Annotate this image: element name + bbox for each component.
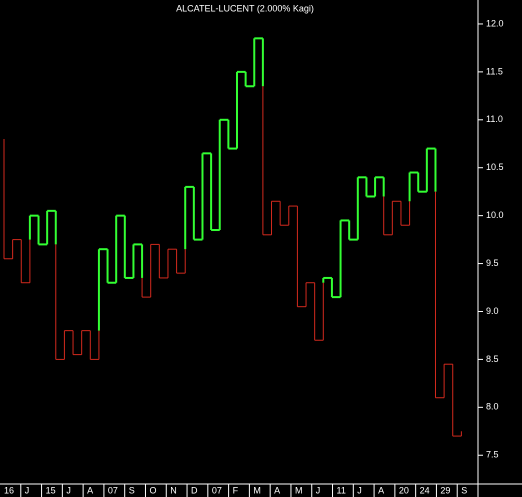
x-tick-label: 11 <box>337 485 346 495</box>
x-tick-label: F <box>233 485 239 495</box>
x-tick-label: 24 <box>420 485 430 495</box>
x-tick-label: 07 <box>108 485 118 495</box>
x-tick-label: 20 <box>399 485 409 495</box>
x-tick-label: M <box>253 485 260 495</box>
x-tick-label: M <box>295 485 303 495</box>
x-tick-label: 07 <box>212 485 222 495</box>
y-tick-label: 8.5 <box>486 354 499 364</box>
y-tick-label: 12.0 <box>486 18 504 28</box>
x-tick-label: A <box>378 485 384 495</box>
x-tick-label: J <box>316 485 321 495</box>
x-tick-label: 29 <box>440 485 450 495</box>
x-tick-label: S <box>129 485 135 495</box>
y-tick-label: 11.5 <box>486 66 503 76</box>
chart-title: ALCATEL-LUCENT (2.000% Kagi) <box>176 3 314 13</box>
y-tick-label: 10.5 <box>486 162 504 172</box>
x-tick-label: D <box>191 485 198 495</box>
y-tick-label: 10.0 <box>486 210 504 220</box>
x-tick-label: A <box>274 485 280 495</box>
x-tick-label: 15 <box>46 485 56 495</box>
y-tick-label: 9.0 <box>486 306 499 316</box>
x-tick-label: 16 <box>4 485 14 495</box>
x-tick-label: J <box>357 485 362 495</box>
y-tick-label: 8.0 <box>486 402 499 412</box>
x-tick-label: A <box>87 485 93 495</box>
x-tick-label: O <box>149 485 156 495</box>
y-tick-label: 11.0 <box>486 114 503 124</box>
x-tick-label: S <box>461 485 467 495</box>
x-tick-label: J <box>25 485 30 495</box>
y-tick-label: 7.5 <box>486 450 499 460</box>
x-tick-label: J <box>66 485 71 495</box>
x-tick-label: N <box>170 485 177 495</box>
y-tick-label: 9.5 <box>486 258 499 268</box>
